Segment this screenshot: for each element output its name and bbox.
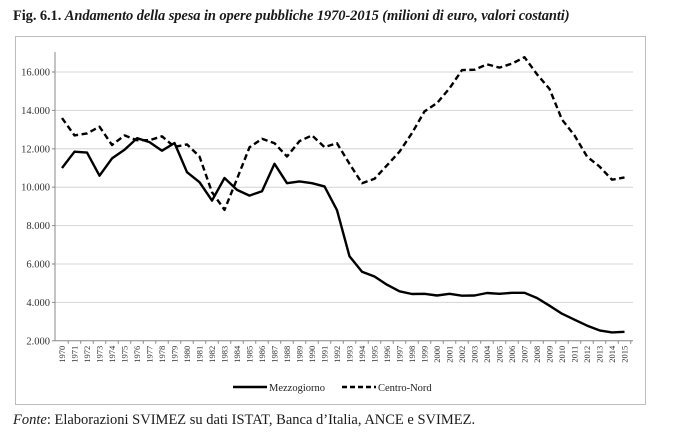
x-tick-label: 2003 (470, 346, 480, 363)
legend-label-mezzogiorno: Mezzogiorno (269, 383, 325, 394)
x-tick-label: 1990 (307, 346, 317, 363)
x-tick-label: 1979 (170, 346, 180, 363)
series-lines (61, 56, 625, 334)
x-tick-label: 2001 (445, 346, 455, 363)
x-tick-label: 2009 (545, 346, 555, 363)
x-tick-label: 2007 (520, 346, 530, 363)
x-tick-label: 1972 (82, 346, 92, 363)
y-tick-label: 16.000 (21, 68, 50, 79)
x-tick-label: 2013 (595, 346, 605, 363)
x-tick-label: 1982 (207, 346, 217, 363)
y-tick-label: 10.000 (21, 183, 50, 194)
x-tick-label: 1983 (220, 346, 230, 363)
x-tick-label: 2015 (620, 346, 630, 363)
x-tick-label: 1975 (120, 346, 130, 363)
x-tick-label: 1987 (270, 346, 280, 363)
source-label: Fonte (13, 412, 47, 428)
y-tick-label: 2.000 (26, 336, 50, 347)
x-tick-label: 1986 (257, 346, 267, 363)
x-tick-label: 1993 (345, 346, 355, 363)
x-tick-label: 1970 (57, 346, 67, 363)
y-tick-label: 12.000 (21, 144, 50, 155)
x-tick-label: 1978 (157, 346, 167, 363)
x-tick-label: 1995 (370, 346, 380, 363)
x-tick-label: 2008 (532, 346, 542, 363)
x-tick-label: 1998 (407, 346, 417, 363)
x-tick-label: 2010 (557, 346, 567, 363)
x-tick-label: 1984 (232, 345, 242, 363)
series-line-centro-nord (61, 56, 625, 212)
x-tick-label: 1999 (420, 346, 430, 363)
x-tick-label: 2014 (607, 345, 617, 363)
gridlines (55, 71, 633, 303)
x-tick-label: 1994 (357, 345, 367, 363)
legend: Mezzogiorno Centro-Nord (233, 383, 432, 394)
x-tick-label: 1996 (382, 346, 392, 363)
x-tick-label: 1971 (70, 346, 80, 363)
x-tick-label: 2006 (507, 346, 517, 363)
x-tick-label: 2012 (582, 346, 592, 363)
figure-title: Fig. 6.1. Andamento della spesa in opere… (13, 8, 570, 25)
figure-caption: Andamento della spesa in opere pubbliche… (64, 8, 570, 24)
y-tick-label: 8.000 (26, 221, 50, 232)
x-tick-label: 1991 (320, 346, 330, 363)
series-line-mezzogiorno (61, 136, 625, 334)
x-tick-label: 1977 (145, 346, 155, 363)
x-tick-label: 1988 (282, 346, 292, 363)
x-tick-label: 1989 (295, 346, 305, 363)
x-tick-label: 1992 (332, 346, 342, 363)
source-note: Fonte: Elaborazioni SVIMEZ su dati ISTAT… (13, 412, 475, 429)
chart-frame (15, 36, 646, 405)
x-tick-label: 2011 (570, 346, 580, 363)
figure-number: Fig. 6.1. (13, 8, 62, 24)
y-tick-label: 4.000 (26, 298, 50, 309)
y-axis: 2.000 4.000 6.000 8.000 10.000 12.000 14.000 16… (21, 52, 56, 347)
x-tick-label: 1973 (95, 346, 105, 363)
x-axis: 1970 1971 1972 1973 1974 1975 1976 1977 1978 1979… (55, 340, 633, 363)
legend-label-centro-nord: Centro-Nord (378, 383, 432, 394)
x-tick-label: 1980 (182, 346, 192, 363)
x-tick-label: 1981 (195, 346, 205, 363)
x-tick-label: 2004 (482, 345, 492, 363)
x-tick-label: 1997 (395, 346, 405, 363)
x-tick-label: 2000 (432, 346, 442, 363)
x-tick-label: 1985 (245, 346, 255, 363)
x-tick-label: 2005 (495, 346, 505, 363)
y-tick-label: 14.000 (21, 106, 50, 117)
source-text: : Elaborazioni SVIMEZ su dati ISTAT, Ban… (46, 412, 476, 428)
y-tick-label: 6.000 (26, 260, 50, 271)
x-tick-label: 2002 (457, 346, 467, 363)
x-tick-label: 1974 (107, 345, 117, 363)
x-tick-label: 1976 (132, 346, 142, 363)
